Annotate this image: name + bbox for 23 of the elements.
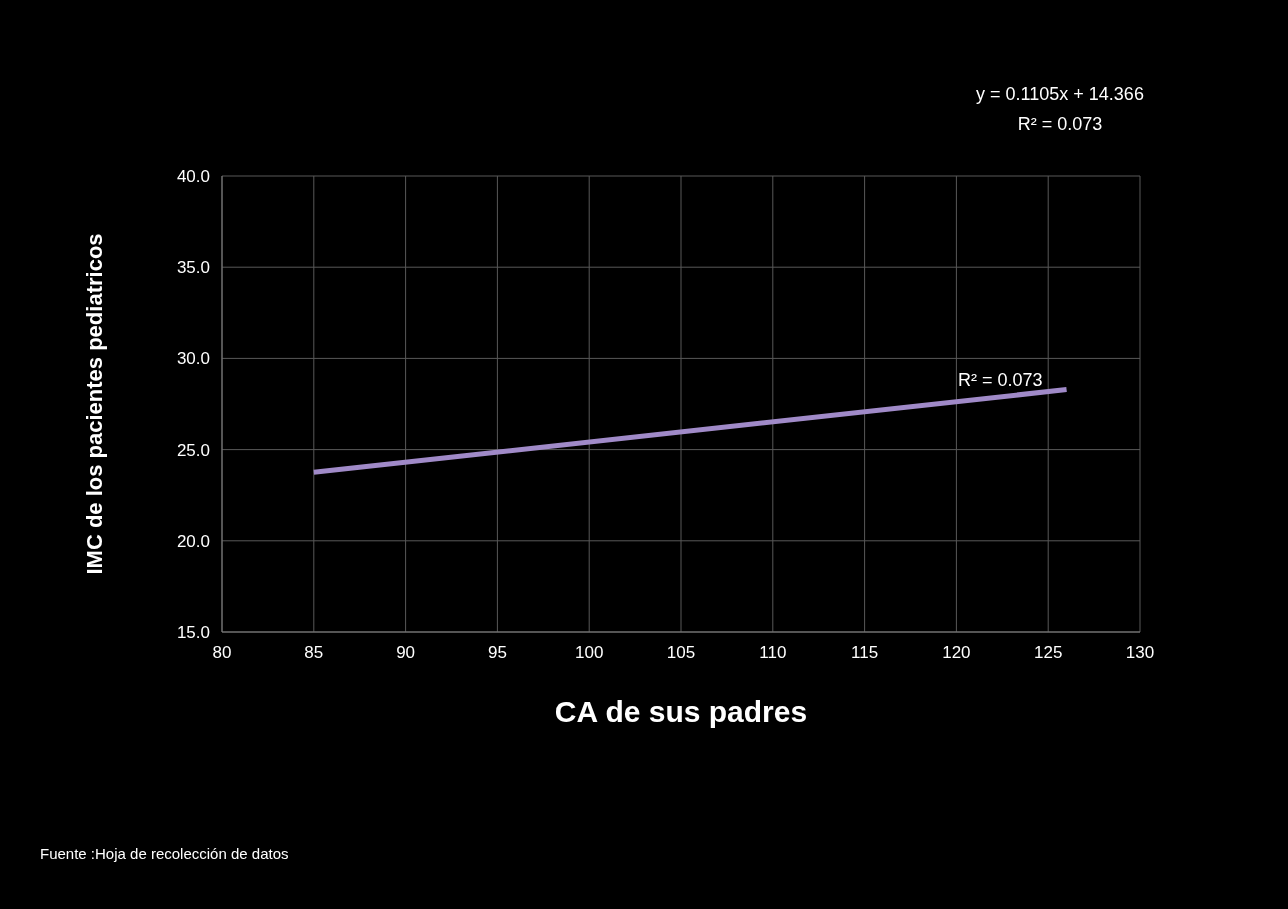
y-tick-label: 40.0	[176, 167, 210, 186]
x-tick-label: 110	[759, 643, 787, 662]
x-axis-title: CA de sus padres	[554, 695, 808, 728]
y-tick-label: 15.0	[176, 623, 210, 642]
x-tick-label: 130	[1125, 643, 1155, 662]
text: y = 0.1105x + 14.366	[976, 84, 1144, 104]
y-tick-label: 20.0	[176, 531, 210, 551]
y-tick-label: 35.0	[176, 258, 210, 278]
x-tick-label: 85	[304, 643, 324, 662]
x-tick-label: 115	[851, 643, 879, 662]
x-tick-label: 120	[942, 643, 971, 662]
source-note: Fuente :Hoja de recolección de datos	[40, 845, 289, 862]
annotation: R² = 0.073	[958, 369, 1043, 390]
y-axis-title: IMC de los pacientes pediatricos	[82, 233, 107, 575]
x-tick-label: 125	[1034, 643, 1063, 662]
x-tick-label: 80	[212, 643, 232, 662]
x-tick-label: 95	[487, 643, 507, 662]
y-tick-label: 30.0	[176, 349, 210, 369]
x-tick-label: 90	[396, 643, 416, 662]
y-tick-label: 25.0	[176, 440, 210, 460]
x-tick-label: 100	[575, 643, 604, 662]
text: R² = 0.073	[1017, 114, 1103, 134]
x-tick-label: 105	[666, 643, 696, 662]
